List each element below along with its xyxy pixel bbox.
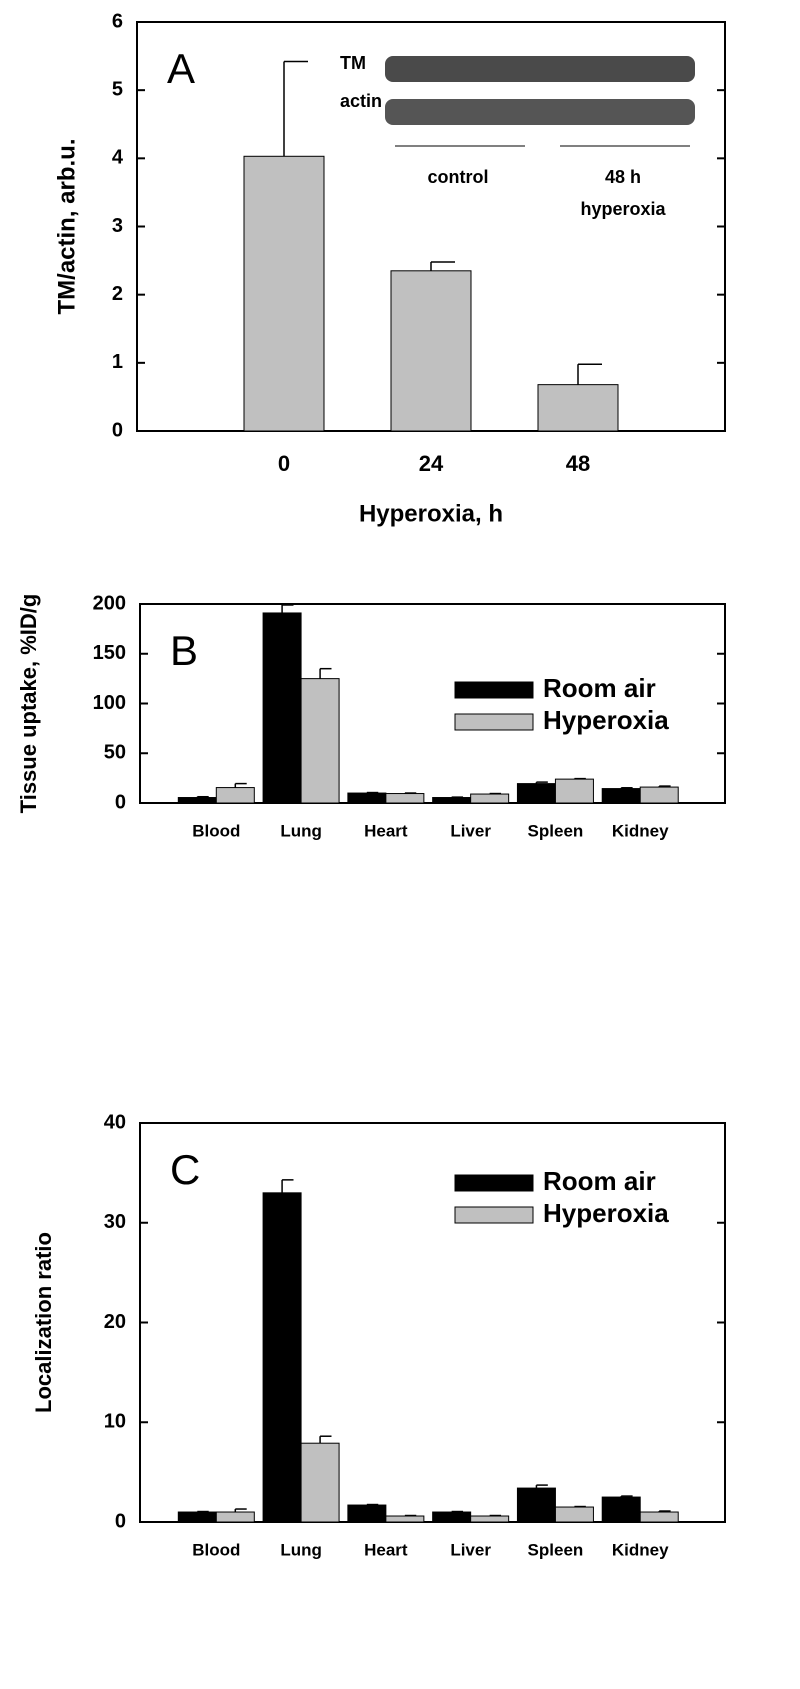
bar (243, 155, 325, 432)
y-tick-label: 0 (115, 791, 126, 813)
y-tick-label: 3 (112, 215, 123, 237)
legend-label: Hyperoxia (543, 705, 669, 735)
blot-band (385, 99, 695, 125)
blot-label: actin (340, 91, 382, 111)
bar (601, 788, 641, 804)
bar (639, 786, 679, 804)
legend-swatch (454, 713, 534, 731)
y-axis-title: Tissue uptake, %ID/g (16, 594, 41, 814)
bar (432, 797, 472, 804)
bar (385, 1515, 425, 1523)
blot-label: hyperoxia (580, 199, 666, 219)
y-axis-title: TM/actin, arb.u. (53, 138, 80, 314)
x-tick-label: Blood (192, 821, 240, 840)
y-tick-label: 0 (115, 1510, 126, 1532)
bar (262, 612, 302, 804)
x-tick-label: 24 (419, 451, 444, 476)
y-tick-label: 2 (112, 283, 123, 305)
legend-swatch (454, 1174, 534, 1192)
y-tick-label: 50 (104, 742, 126, 764)
bar (347, 792, 387, 804)
blot-label: TM (340, 53, 366, 73)
western-blot: TM actin control 48 h hyperoxia (340, 53, 695, 219)
y-tick-label: 20 (104, 1311, 126, 1333)
legend-swatch (454, 681, 534, 699)
bar (516, 783, 556, 804)
bar (537, 384, 619, 432)
x-tick-label: Liver (450, 821, 491, 840)
legend-swatch (454, 1206, 534, 1224)
bar (470, 1515, 510, 1523)
y-axis-title: Localization ratio (31, 1232, 56, 1413)
y-tick-label: 40 (104, 1111, 126, 1133)
x-tick-label: Kidney (612, 821, 669, 840)
panel-label: C (170, 1146, 200, 1193)
x-tick-label: 0 (278, 451, 290, 476)
x-tick-label: Heart (364, 1540, 408, 1559)
y-tick-label: 150 (93, 642, 126, 664)
y-tick-label: 10 (104, 1411, 126, 1433)
y-tick-label: 4 (112, 147, 124, 169)
y-tick-label: 6 (112, 10, 123, 32)
x-tick-label: Blood (192, 1540, 240, 1559)
bar (601, 1496, 641, 1523)
x-tick-label: Lung (280, 1540, 322, 1559)
x-tick-label: Kidney (612, 1540, 669, 1559)
x-tick-label: Spleen (528, 1540, 584, 1559)
blot-label: control (428, 167, 489, 187)
x-tick-label: Spleen (528, 821, 584, 840)
bar (639, 1511, 679, 1523)
y-tick-label: 1 (112, 351, 123, 373)
x-axis-title: Hyperoxia, h (359, 500, 503, 527)
bar (554, 778, 594, 804)
bar (554, 1506, 594, 1523)
bar (215, 787, 255, 804)
y-tick-label: 5 (112, 78, 123, 100)
panel-label: B (170, 627, 198, 674)
blot-band (385, 56, 695, 82)
bar (516, 1487, 556, 1523)
y-tick-label: 0 (112, 419, 123, 441)
x-tick-label: 48 (566, 451, 590, 476)
y-tick-label: 100 (93, 692, 126, 714)
bar (390, 270, 472, 432)
bar (470, 793, 510, 804)
bar (300, 1442, 340, 1523)
bar (177, 1511, 217, 1523)
bar (385, 793, 425, 804)
bar (347, 1504, 387, 1523)
bar (215, 1511, 255, 1523)
x-tick-label: Liver (450, 1540, 491, 1559)
legend-label: Room air (543, 673, 656, 703)
y-tick-label: 30 (104, 1211, 126, 1233)
blot-label: 48 h (605, 167, 641, 187)
legend-label: Hyperoxia (543, 1198, 669, 1228)
plot-frame (139, 603, 726, 804)
bar (177, 797, 217, 804)
x-tick-label: Lung (280, 821, 322, 840)
x-tick-label: Heart (364, 821, 408, 840)
bar (262, 1192, 302, 1523)
panel-label: A (167, 45, 195, 92)
legend-label: Room air (543, 1166, 656, 1196)
bar (432, 1511, 472, 1523)
bar (300, 678, 340, 804)
y-tick-label: 200 (93, 592, 126, 614)
